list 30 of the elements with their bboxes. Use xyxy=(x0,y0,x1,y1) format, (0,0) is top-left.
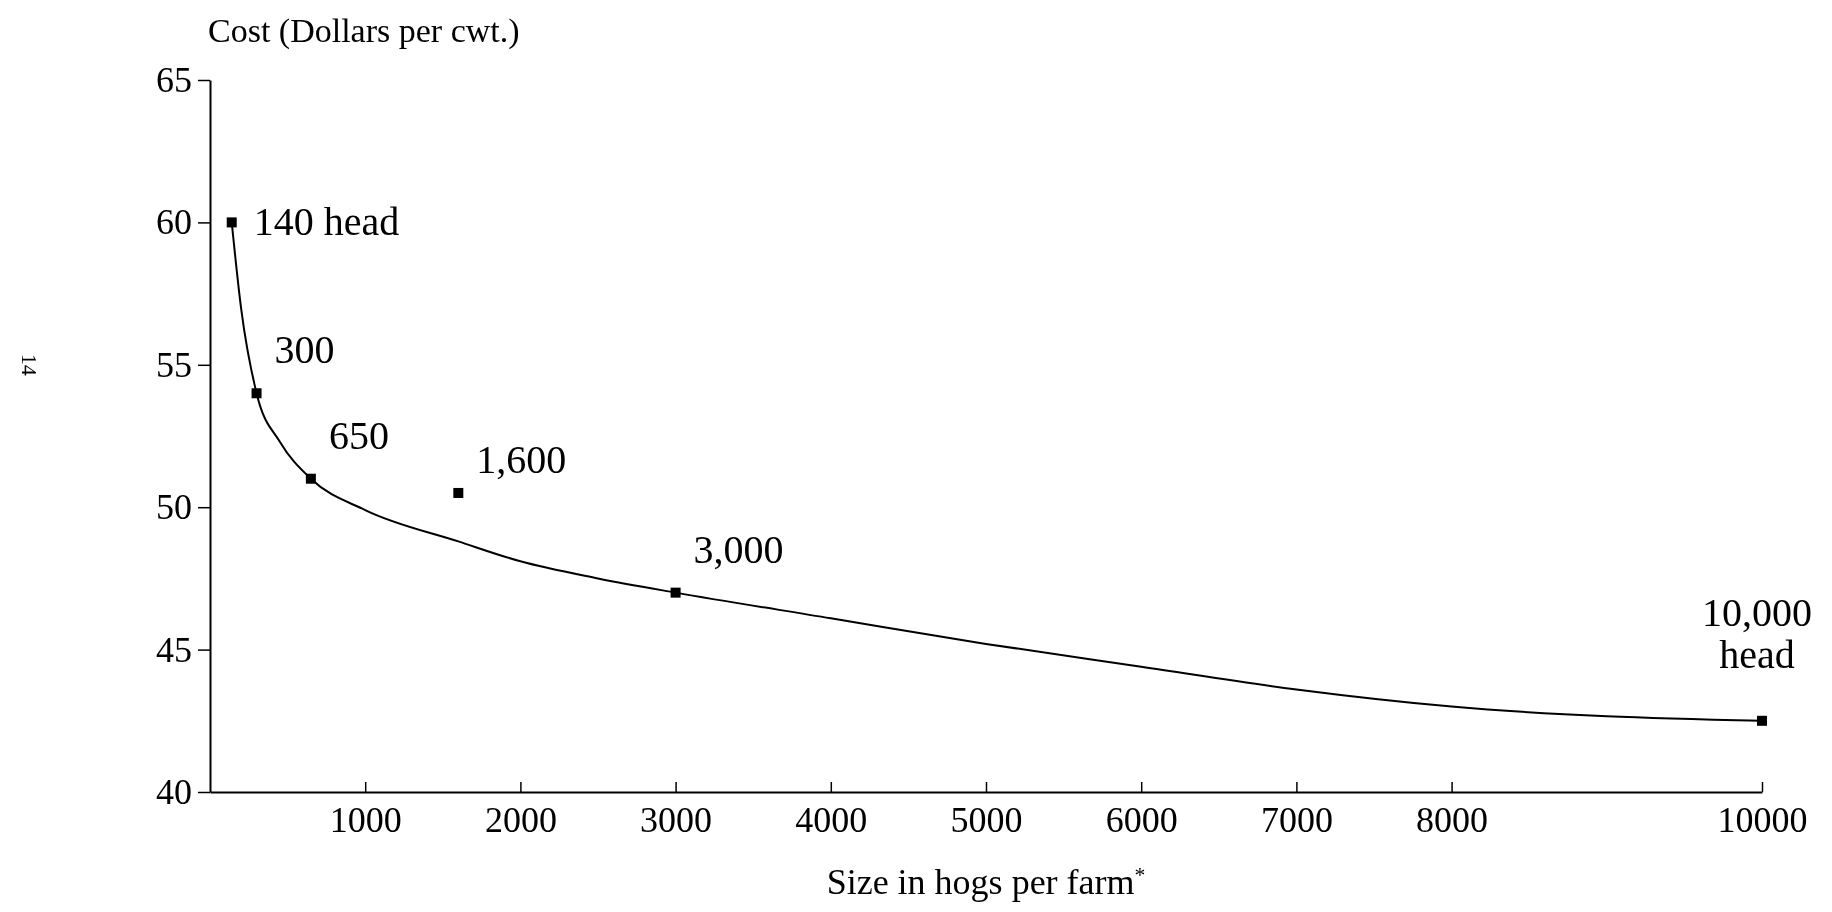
x-tick-label: 4000 xyxy=(795,799,868,840)
y-tick-label: 60 xyxy=(156,202,192,243)
x-tick-label: 1000 xyxy=(329,799,402,840)
y-tick-label: 40 xyxy=(156,772,192,813)
text: 14 xyxy=(17,353,42,376)
x-tick-label: 7000 xyxy=(1260,799,1333,840)
y-tick-label: 65 xyxy=(156,60,192,101)
y-tick-label: 45 xyxy=(156,629,192,670)
point xyxy=(251,388,262,399)
point xyxy=(453,487,464,498)
annotation: 140 head xyxy=(253,199,400,245)
y-axis-title: Cost (Dollars per cwt.) xyxy=(208,12,520,50)
y-tick-label: 50 xyxy=(156,487,192,528)
annotation: 1,600 xyxy=(476,436,567,482)
y-tick-label: 55 xyxy=(156,344,192,385)
x-tick-label: 2000 xyxy=(484,799,557,840)
point xyxy=(670,587,681,598)
x-tick-label: 10000 xyxy=(1717,799,1808,840)
point xyxy=(1757,715,1767,726)
x-axis-title: Size in hogs per farm$^{*}$ xyxy=(826,862,1146,902)
x-tick-label: 5000 xyxy=(950,799,1023,840)
point xyxy=(226,217,237,228)
annotation: 300 xyxy=(274,327,335,373)
annotation: 3,000 xyxy=(693,526,784,572)
annotation: 650 xyxy=(328,412,389,458)
annotation: 10,000 head xyxy=(1702,589,1812,677)
point xyxy=(305,473,316,484)
x-tick-label: 3000 xyxy=(640,799,713,840)
x-tick-label: 8000 xyxy=(1416,799,1489,840)
x-tick-label: 6000 xyxy=(1105,799,1178,840)
